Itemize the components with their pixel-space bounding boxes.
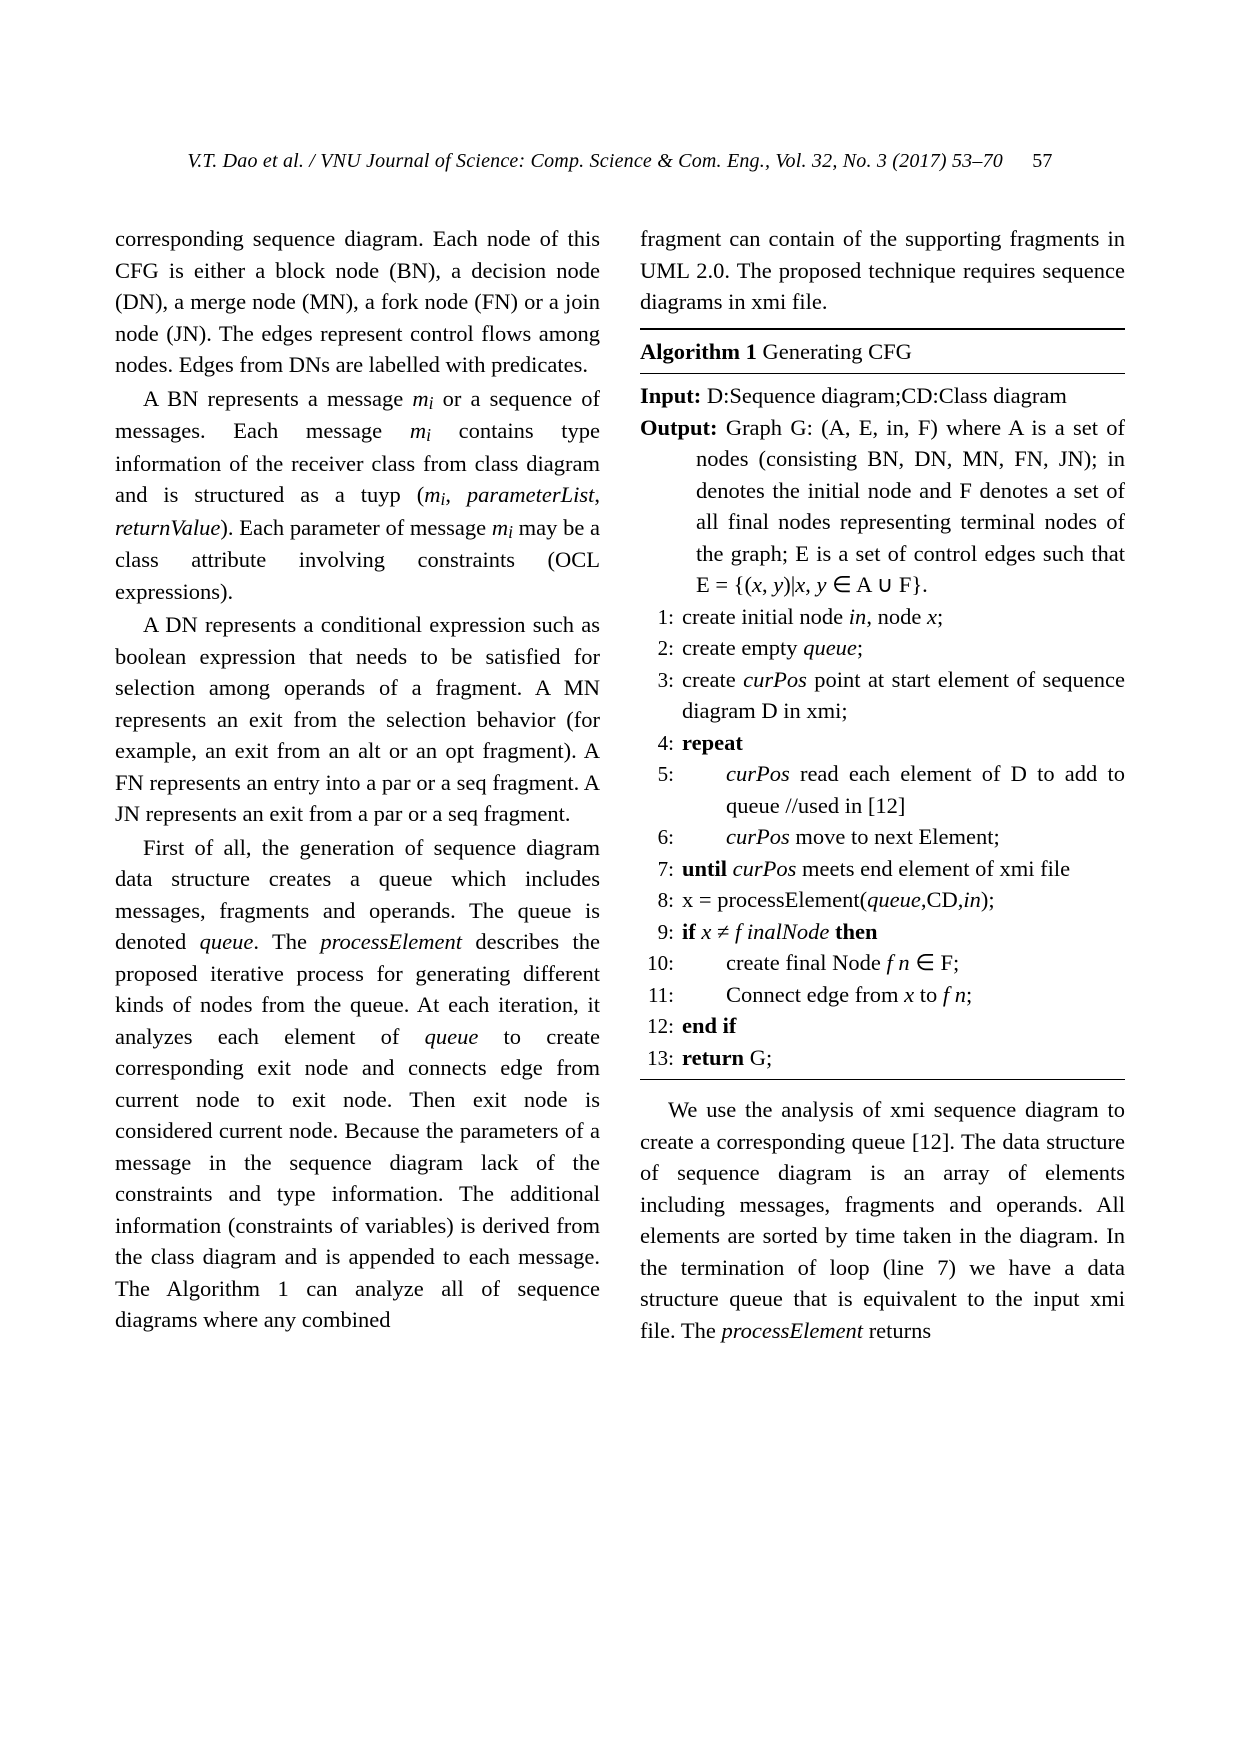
running-header: V.T. Dao et al. / VNU Journal of Science…: [115, 150, 1125, 173]
algo-line-1: 1: create initial node in, node x;: [640, 601, 1125, 633]
algo-rule-bottom: [640, 1079, 1125, 1080]
para-xmi-analysis: We use the analysis of xmi sequence diag…: [640, 1094, 1125, 1346]
para-cfg-nodes: corresponding sequence diagram. Each nod…: [115, 223, 600, 381]
algo-line-7: 7: until curPos meets end element of xmi…: [640, 853, 1125, 885]
algorithm-block: Algorithm 1 Generating CFG Input: D:Sequ…: [640, 328, 1125, 1081]
algo-line-5: 5: curPos read each element of D to add …: [640, 758, 1125, 821]
para-dn-mn-fn-jn: A DN represents a conditional expression…: [115, 609, 600, 830]
algo-line-8: 8: x = processElement(queue,CD,in);: [640, 884, 1125, 916]
algo-input: Input: D:Sequence diagram;CD:Class diagr…: [640, 380, 1125, 412]
algo-line-10: 10: create final Node f n ∈ F;: [640, 947, 1125, 979]
algo-line-12: 12: end if: [640, 1010, 1125, 1042]
algo-line-9: 9: if x ≠ f inalNode then: [640, 916, 1125, 948]
header-text: V.T. Dao et al. / VNU Journal of Science…: [187, 150, 1003, 172]
algo-rule-top: [640, 328, 1125, 330]
para-bn: A BN represents a message mi or a sequen…: [115, 383, 600, 608]
right-column: fragment can contain of the supporting f…: [640, 223, 1125, 1348]
algo-line-4: 4: repeat: [640, 727, 1125, 759]
left-column: corresponding sequence diagram. Each nod…: [115, 223, 600, 1348]
algo-line-3: 3: create curPos point at start element …: [640, 664, 1125, 727]
algo-rule-mid: [640, 373, 1125, 374]
algo-line-6: 6: curPos move to next Element;: [640, 821, 1125, 853]
algo-line-13: 13: return G;: [640, 1042, 1125, 1074]
two-column-layout: corresponding sequence diagram. Each nod…: [115, 223, 1125, 1348]
para-fragments-uml: fragment can contain of the supporting f…: [640, 223, 1125, 318]
page: V.T. Dao et al. / VNU Journal of Science…: [0, 0, 1240, 1753]
page-number: 57: [1032, 150, 1052, 172]
algo-line-11: 11: Connect edge from x to f n;: [640, 979, 1125, 1011]
algo-output: Output: Graph G: (A, E, in, F) where A i…: [640, 412, 1125, 601]
para-queue-process: First of all, the generation of sequence…: [115, 832, 600, 1336]
algo-line-2: 2: create empty queue;: [640, 632, 1125, 664]
algo-title: Algorithm 1 Generating CFG: [640, 334, 1125, 370]
